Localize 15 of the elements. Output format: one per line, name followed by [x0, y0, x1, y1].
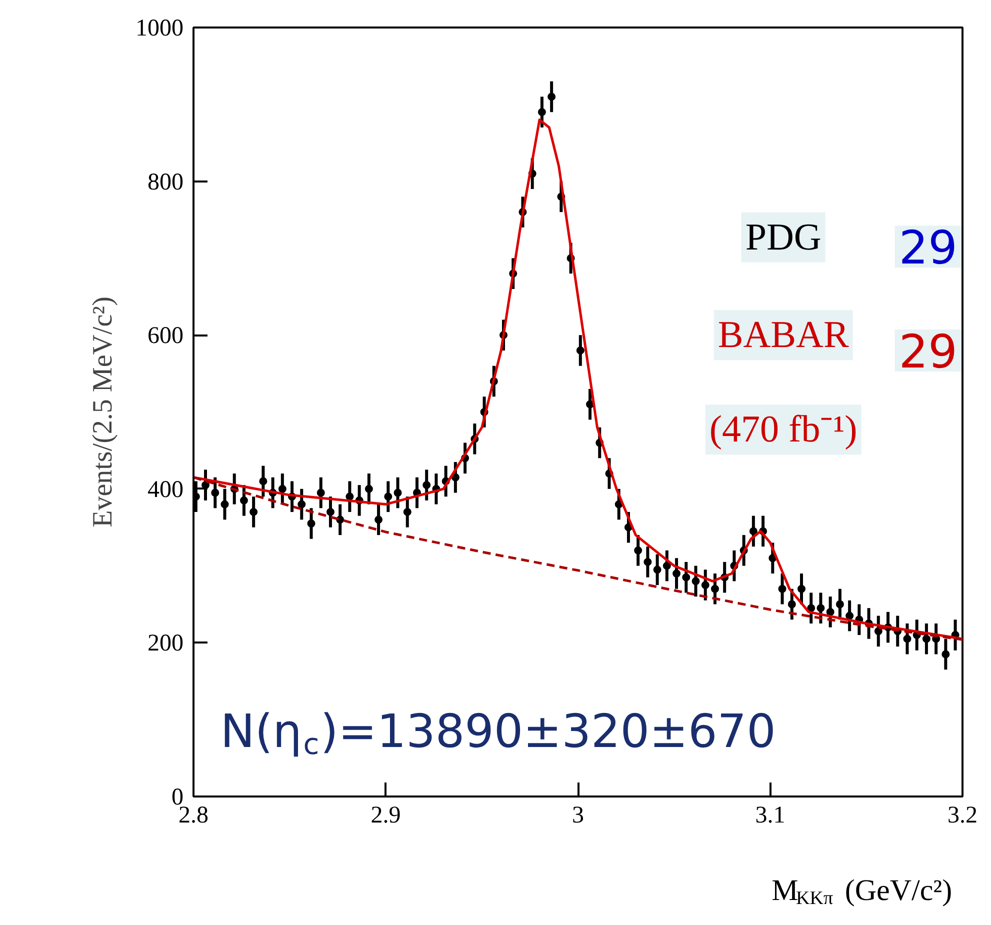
x-tick-label: 3: [572, 802, 584, 828]
annotation: (470 fb⁻¹): [709, 408, 858, 451]
y-tick-label: 400: [148, 476, 184, 503]
annotation: 29: [898, 324, 958, 378]
y-tick-label: 1000: [136, 16, 184, 42]
y-tick-label: 600: [148, 323, 184, 350]
x-tick-label: 3.2: [948, 802, 978, 828]
y-axis-title: Events/(2.5 MeV/c²): [88, 296, 118, 528]
y-tick-label: 200: [148, 630, 184, 657]
annotation: BABAR: [718, 314, 850, 356]
x-tick-label: 3.1: [755, 802, 786, 828]
y-tick-label: 800: [148, 169, 184, 196]
annotation: 29: [898, 220, 958, 275]
x-tick-label: 2.9: [370, 802, 401, 828]
annotation: PDG: [745, 216, 822, 258]
